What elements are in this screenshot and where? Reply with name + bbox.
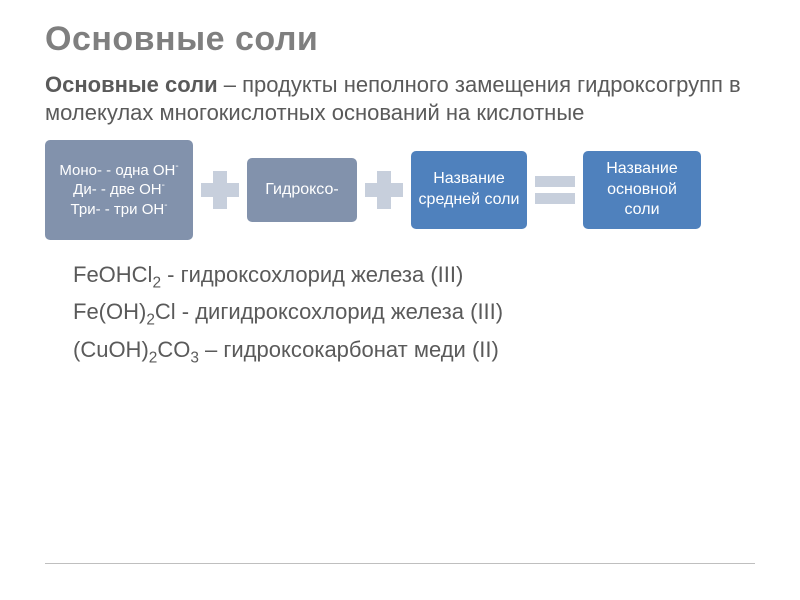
examples-block: FeOHCl2 - гидроксохлорид железа (III) Fe… [45,258,755,370]
normal-salt-name-box: Название средней соли [411,151,527,229]
prefix-di: Ди- - две OH- [73,180,165,200]
naming-equation: Моно- - одна OH- Ди- - две OH- Три- - тр… [45,140,755,240]
example-cuoh2co3: (CuOH)2CO3 – гидроксокарбонат меди (II) [73,333,755,370]
intro-term: Основные соли [45,72,218,97]
plus-icon [365,171,403,209]
equals-icon [535,175,575,205]
prefix-box: Моно- - одна OH- Ди- - две OH- Три- - тр… [45,140,193,240]
divider [45,563,755,564]
example-feohcl2: FeOHCl2 - гидроксохлорид железа (III) [73,258,755,295]
slide-title: Основные соли [45,20,755,59]
slide: Основные соли Основные соли – продукты н… [0,0,800,600]
example-feoh2cl: Fe(OH)2Cl - дигидроксохлорид железа (III… [73,295,755,332]
basic-salt-name-box: Название основной соли [583,151,701,229]
intro-text: Основные соли – продукты неполного замещ… [45,71,755,126]
hydroxo-box: Гидроксо- [247,158,357,222]
prefix-mono: Моно- - одна OH- [59,161,178,181]
prefix-tri: Три- - три OH- [71,200,168,220]
plus-icon [201,171,239,209]
